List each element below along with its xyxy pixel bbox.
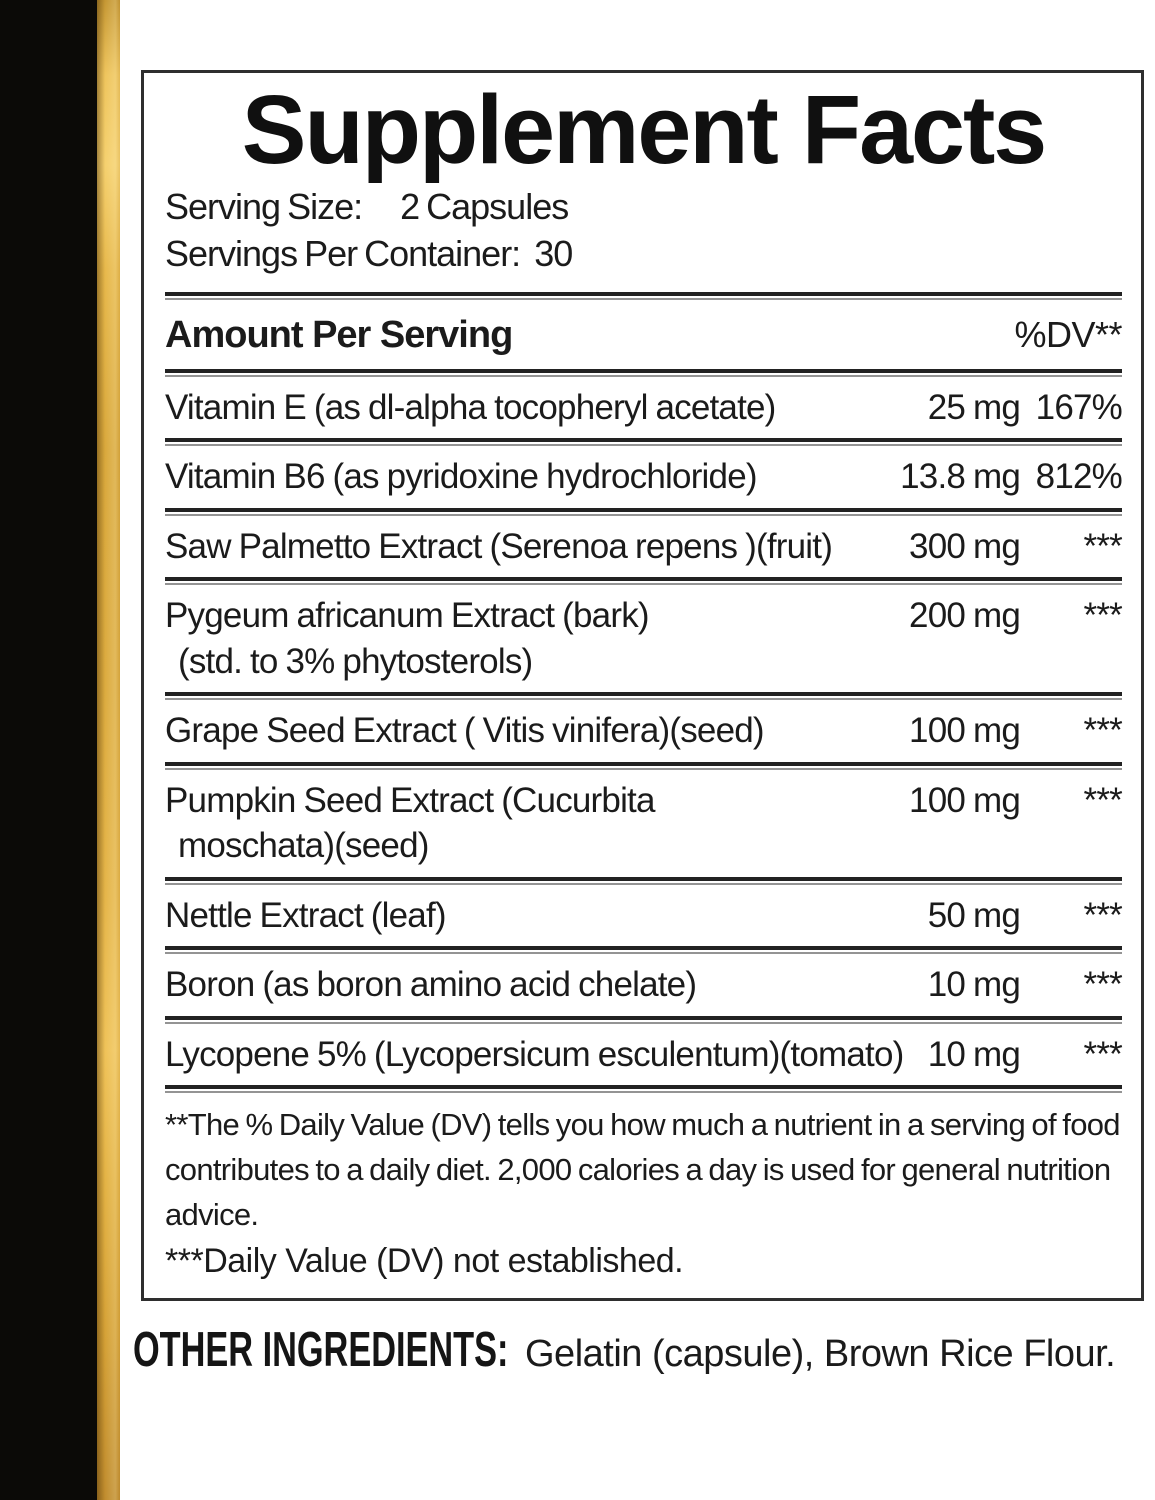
ingredient-amount: 25 mg	[927, 387, 1021, 427]
other-ingredients-row: OTHER INGREDIENTS: Gelatin (capsule), Br…	[133, 1322, 1149, 1378]
supplement-facts-panel: Supplement Facts Serving Size: 2 Capsules…	[141, 70, 1144, 1301]
ingredient-name-line1: Pygeum africanum Extract (bark)	[165, 596, 650, 636]
ingredient-amount: 100 mg	[909, 711, 1021, 751]
ingredient-row-vitamin-b6: Vitamin B6 (as pyridoxine hydrochloride)…	[165, 446, 1123, 508]
divider	[165, 876, 1122, 885]
ingredient-name-line2: moschata)(seed)	[178, 826, 429, 866]
serving-size-label: Serving Size:	[165, 185, 363, 227]
ingredient-amount: 300 mg	[909, 526, 1021, 566]
column-header-percent-dv: %DV**	[1014, 313, 1122, 355]
ingredient-row-pygeum: Pygeum africanum Extract (bark) (std. to…	[165, 585, 1123, 692]
divider	[165, 946, 1122, 955]
divider	[165, 507, 1122, 516]
table-header: Amount Per Serving %DV**	[165, 300, 1122, 369]
ingredient-amount: 200 mg	[909, 596, 1021, 636]
ingredient-dv: ***	[1083, 526, 1123, 566]
ingredient-dv: 812%	[1035, 457, 1123, 497]
divider	[165, 1015, 1122, 1024]
ingredient-name: Nettle Extract (leaf)	[165, 895, 447, 935]
ingredient-name-line2: (std. to 3% phytosterols)	[178, 641, 533, 681]
other-ingredients-label: OTHER INGREDIENTS:	[133, 1323, 509, 1377]
ingredient-name: Grape Seed Extract ( Vitis vinifera)(see…	[165, 711, 765, 751]
divider	[165, 1085, 1122, 1094]
column-header-amount-per-serving: Amount Per Serving	[165, 313, 513, 356]
servings-per-container-label: Servings Per Container:	[165, 232, 521, 274]
ingredient-row-pumpkin-seed: Pumpkin Seed Extract (Cucurbita moschata…	[165, 770, 1123, 877]
ingredient-name: Saw Palmetto Extract (Serenoa repens )(f…	[165, 526, 833, 566]
ingredient-name: Vitamin E (as dl-alpha tocopheryl acetat…	[165, 387, 776, 427]
servings-per-container-row: Servings Per Container: 30	[165, 231, 1122, 278]
divider	[165, 291, 1122, 300]
ingredient-amount: 10 mg	[927, 965, 1021, 1005]
footnote-dv-definition: **The % Daily Value (DV) tells you how m…	[165, 1107, 1121, 1232]
footnote-dv-not-established: ***Daily Value (DV) not established.	[165, 1241, 684, 1280]
divider	[165, 692, 1122, 701]
ingredient-dv: ***	[1083, 1034, 1123, 1074]
ingredient-name: Pygeum africanum Extract (bark) (std. to…	[165, 593, 870, 684]
ingredient-dv: ***	[1083, 895, 1123, 935]
ingredient-amount: 10 mg	[927, 1034, 1021, 1074]
ingredient-amount: 100 mg	[909, 780, 1021, 820]
other-ingredients-label-box: OTHER INGREDIENTS:	[133, 1322, 525, 1378]
ingredient-name: Boron (as boron amino acid chelate)	[165, 965, 697, 1005]
ingredient-row-boron: Boron (as boron amino acid chelate) 10 m…	[165, 954, 1123, 1016]
footnotes: **The % Daily Value (DV) tells you how m…	[165, 1103, 1122, 1281]
servings-per-container-value: 30	[534, 232, 573, 274]
ingredient-row-grape-seed: Grape Seed Extract ( Vitis vinifera)(see…	[165, 700, 1123, 762]
ingredient-dv: ***	[1083, 711, 1123, 751]
ingredient-dv: ***	[1083, 596, 1123, 636]
serving-info: Serving Size: 2 Capsules Servings Per Con…	[165, 184, 1122, 278]
serving-size-row: Serving Size: 2 Capsules	[165, 184, 1122, 231]
ingredient-name-line1: Pumpkin Seed Extract (Cucurbita	[165, 780, 655, 820]
ingredient-row-vitamin-e: Vitamin E (as dl-alpha tocopheryl acetat…	[165, 377, 1123, 439]
ingredient-dv: ***	[1083, 780, 1123, 820]
panel-title: Supplement Facts	[241, 75, 1047, 184]
ingredient-dv: 167%	[1035, 387, 1123, 427]
ingredient-amount: 13.8 mg	[900, 457, 1021, 497]
ingredient-dv: ***	[1083, 965, 1123, 1005]
divider	[165, 438, 1122, 447]
other-ingredients-value: Gelatin (capsule), Brown Rice Flour.	[525, 1333, 1116, 1375]
ingredient-name: Vitamin B6 (as pyridoxine hydrochloride)	[165, 457, 758, 497]
ingredient-row-lycopene: Lycopene 5% (Lycopersicum esculentum)(to…	[165, 1024, 1123, 1086]
left-black-bar	[0, 0, 97, 1500]
divider	[165, 761, 1122, 770]
ingredient-row-nettle: Nettle Extract (leaf) 50 mg ***	[165, 885, 1123, 947]
divider	[165, 368, 1122, 377]
ingredient-name: Lycopene 5% (Lycopersicum esculentum)(to…	[165, 1034, 904, 1074]
divider	[165, 577, 1122, 586]
ingredient-name: Pumpkin Seed Extract (Cucurbita moschata…	[165, 778, 870, 869]
ingredient-amount: 50 mg	[927, 895, 1021, 935]
ingredient-row-saw-palmetto: Saw Palmetto Extract (Serenoa repens )(f…	[165, 516, 1123, 578]
serving-size-value: 2 Capsules	[400, 185, 569, 227]
gold-accent-stripe	[97, 0, 120, 1500]
